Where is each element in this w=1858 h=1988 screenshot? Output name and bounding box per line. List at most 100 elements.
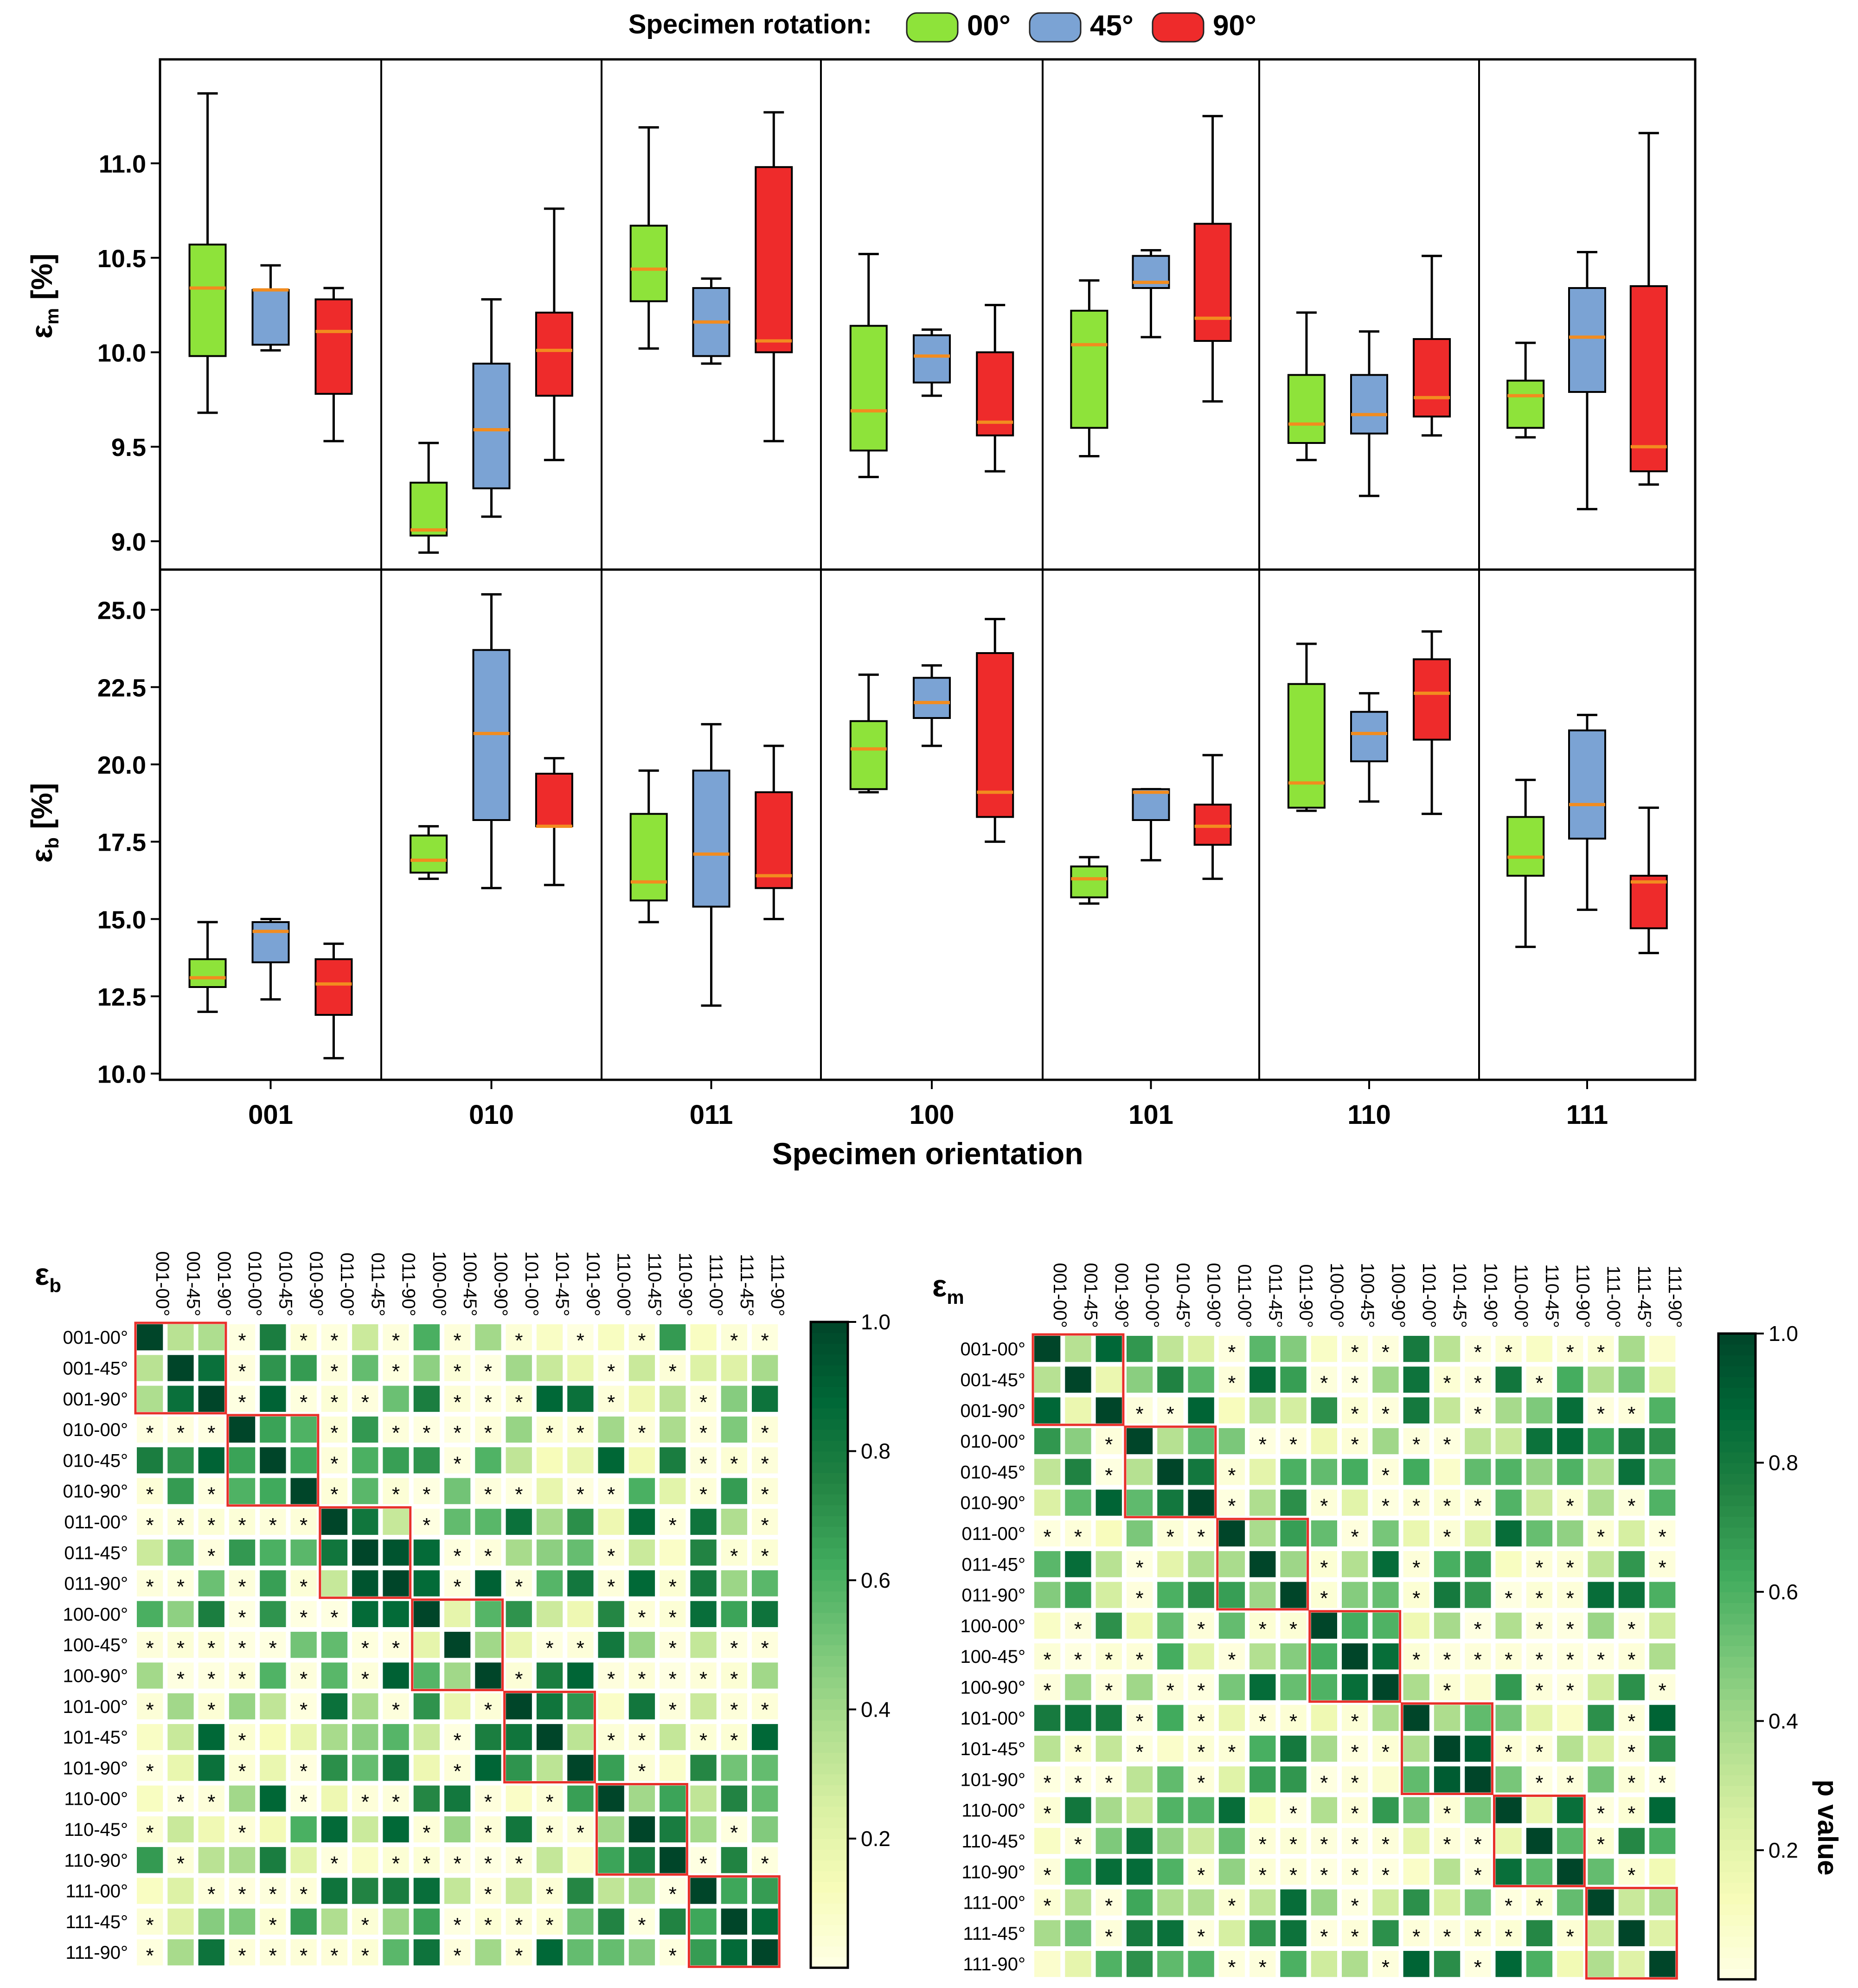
significance-star: * bbox=[454, 1576, 461, 1598]
significance-star: * bbox=[330, 1944, 338, 1967]
heat-cell bbox=[690, 1755, 717, 1781]
heat-cell bbox=[1618, 1397, 1645, 1424]
heat-cell bbox=[598, 1908, 624, 1935]
column-label: 110-45° bbox=[644, 1252, 665, 1316]
column-label: 101-45° bbox=[1449, 1263, 1470, 1328]
heat-cell bbox=[1188, 1551, 1214, 1578]
heat-cell bbox=[290, 1601, 317, 1627]
heat-cell bbox=[1557, 1889, 1583, 1916]
significance-star: * bbox=[454, 1391, 461, 1414]
colorbar-gradient-step bbox=[1718, 1376, 1755, 1388]
heat-cell bbox=[1065, 1428, 1091, 1455]
heat-cell bbox=[506, 1785, 532, 1812]
colorbar-label: p value bbox=[1812, 1780, 1843, 1876]
legend-label-00: 00° bbox=[967, 10, 1011, 42]
heat-cell bbox=[1465, 1674, 1491, 1700]
heat-cell bbox=[1096, 1336, 1122, 1362]
heat-cell bbox=[413, 1847, 440, 1873]
plot-frame bbox=[159, 568, 1697, 1081]
colorbar-gradient-step bbox=[811, 1849, 848, 1861]
heat-cell bbox=[198, 1508, 224, 1535]
colorbar-gradient-step bbox=[811, 1677, 848, 1688]
heat-cell bbox=[628, 1478, 655, 1504]
significance-star: * bbox=[1074, 1833, 1082, 1856]
colorbar-gradient-step bbox=[1718, 1624, 1755, 1635]
heat-cell bbox=[413, 1601, 440, 1627]
heat-cell bbox=[1280, 1643, 1307, 1670]
colorbar-gradient-step bbox=[1718, 1603, 1755, 1614]
heat-cell bbox=[1342, 1582, 1368, 1608]
heat-cell bbox=[598, 1847, 624, 1873]
heat-cell bbox=[1311, 1459, 1337, 1485]
significance-star: * bbox=[1351, 1864, 1359, 1886]
significance-star: * bbox=[730, 1821, 738, 1844]
heat-cell bbox=[1065, 1735, 1091, 1762]
significance-star: * bbox=[669, 1699, 677, 1721]
heat-cell bbox=[352, 1632, 378, 1658]
heat-cell bbox=[1342, 1920, 1368, 1946]
heat-cell bbox=[721, 1570, 747, 1597]
heat-cell bbox=[1495, 1920, 1522, 1946]
heat-cell bbox=[1034, 1489, 1061, 1516]
significance-star: * bbox=[146, 1821, 154, 1844]
row-label: 100-90° bbox=[63, 1666, 128, 1686]
significance-star: * bbox=[1597, 1403, 1605, 1425]
significance-star: * bbox=[638, 1606, 646, 1629]
heat-cell bbox=[321, 1508, 348, 1535]
heat-cell bbox=[198, 1539, 224, 1566]
heat-cell bbox=[1096, 1674, 1122, 1700]
colorbar-gradient-step bbox=[811, 1548, 848, 1559]
row-label: 010-00° bbox=[960, 1431, 1025, 1452]
heat-cell bbox=[628, 1939, 655, 1966]
column-label: 111-00° bbox=[706, 1254, 726, 1316]
heat-cell bbox=[167, 1755, 194, 1781]
heat-cell bbox=[1188, 1612, 1214, 1639]
heat-cell bbox=[1434, 1551, 1461, 1578]
significance-star: * bbox=[1074, 1526, 1082, 1548]
legend-label-45: 45° bbox=[1090, 10, 1134, 42]
heat-cell bbox=[1403, 1674, 1429, 1700]
column-label: 011-00° bbox=[1234, 1264, 1255, 1328]
heat-cell bbox=[1096, 1459, 1122, 1485]
heat-cell bbox=[1372, 1889, 1399, 1916]
significance-star: * bbox=[1197, 1771, 1205, 1794]
legend-swatch-00 bbox=[906, 12, 959, 43]
heat-cell bbox=[1218, 1397, 1245, 1424]
heat-cell bbox=[1188, 1428, 1214, 1455]
significance-star: * bbox=[484, 1391, 492, 1414]
heat-cell bbox=[1495, 1735, 1522, 1762]
colorbar-gradient-step bbox=[1718, 1527, 1755, 1539]
colorbar-gradient-step bbox=[1718, 1882, 1755, 1894]
heat-cell bbox=[383, 1816, 409, 1843]
significance-star: * bbox=[1228, 1895, 1236, 1917]
colorbar-gradient-step bbox=[1718, 1538, 1755, 1549]
heat-cell bbox=[1342, 1459, 1368, 1485]
significance-star: * bbox=[545, 1637, 553, 1660]
heat-cell bbox=[690, 1601, 717, 1627]
heat-cell bbox=[413, 1693, 440, 1719]
diagonal-block-frame bbox=[134, 1321, 227, 1415]
colorbar-gradient-step bbox=[1718, 1839, 1755, 1851]
significance-star: * bbox=[392, 1360, 400, 1383]
heat-cell bbox=[1249, 1705, 1276, 1731]
significance-star: * bbox=[1474, 1618, 1482, 1641]
significance-star: * bbox=[730, 1329, 738, 1352]
heat-cell bbox=[1188, 1766, 1214, 1793]
significance-star: * bbox=[1351, 1895, 1359, 1917]
significance-star: * bbox=[1320, 1833, 1328, 1856]
significance-star: * bbox=[1044, 1526, 1051, 1548]
heat-cell bbox=[1495, 1336, 1522, 1362]
colorbar-gradient-step bbox=[1718, 1915, 1755, 1926]
heat-cell bbox=[475, 1355, 501, 1381]
significance-star: * bbox=[1105, 1464, 1113, 1487]
significance-star: * bbox=[1259, 1618, 1267, 1641]
colorbar-gradient-step bbox=[811, 1709, 848, 1721]
heat-cell bbox=[1096, 1735, 1122, 1762]
heat-cell bbox=[752, 1416, 778, 1443]
heat-cell bbox=[1188, 1336, 1214, 1362]
colorbar-gradient-step bbox=[1718, 1516, 1755, 1528]
heat-cell bbox=[260, 1662, 286, 1689]
heat-cell bbox=[1434, 1674, 1461, 1700]
xlabel: Specimen orientation bbox=[772, 1136, 1083, 1171]
row-label: 001-90° bbox=[63, 1389, 128, 1410]
